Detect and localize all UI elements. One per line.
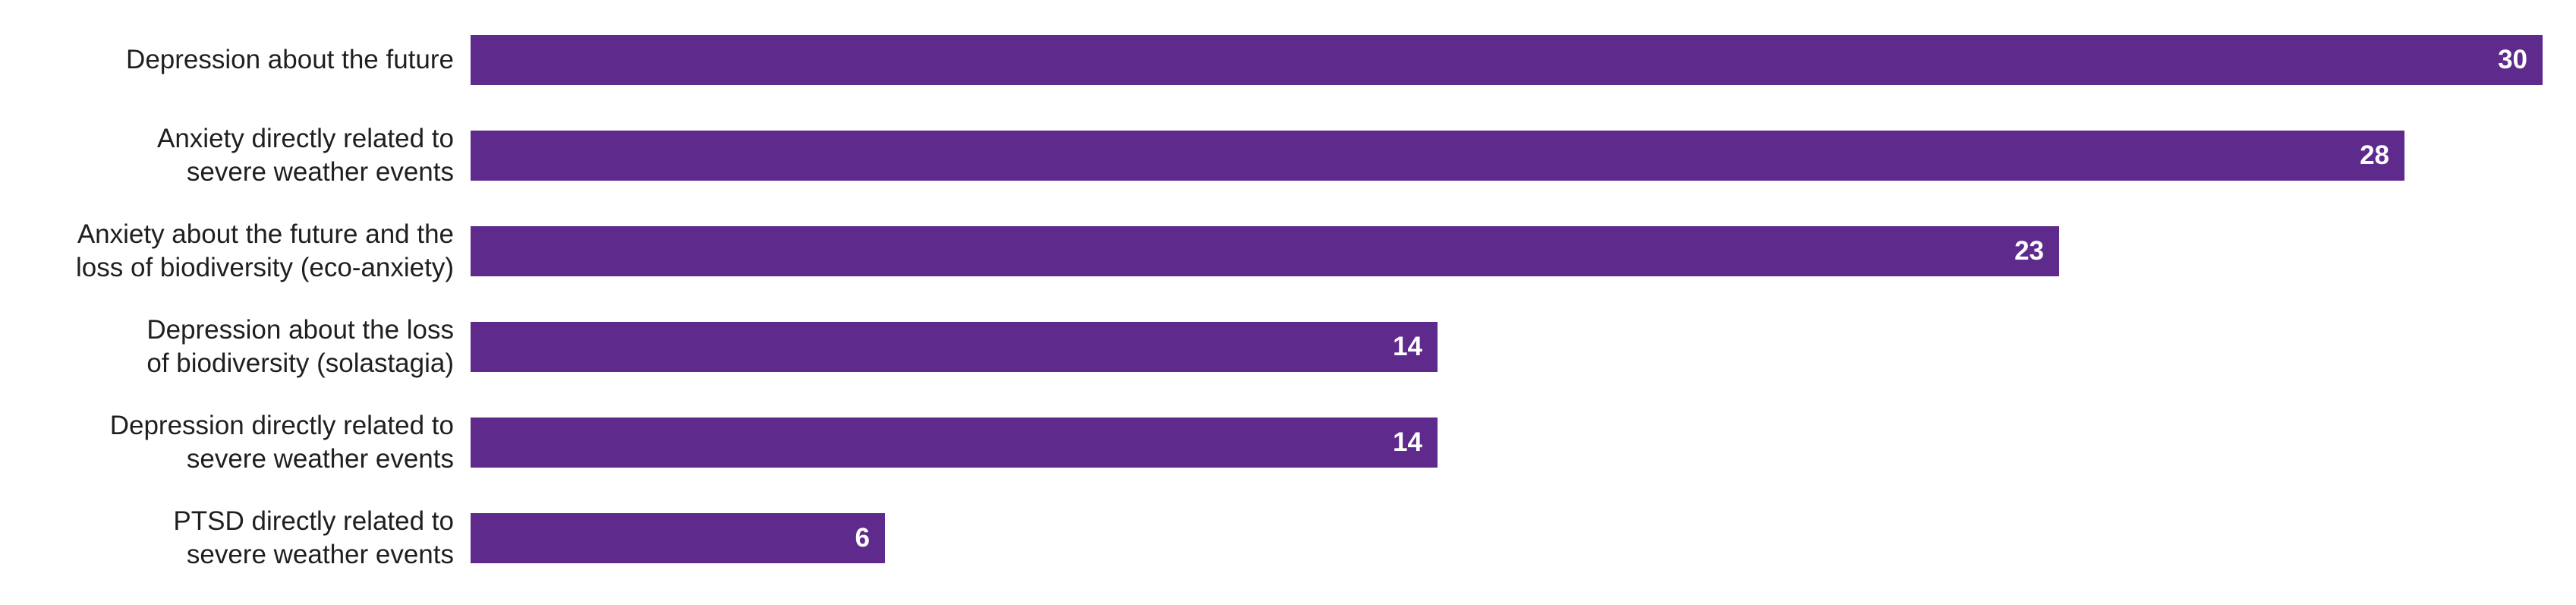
row-label: Anxiety directly related tosevere weathe… [157, 122, 454, 189]
table-row: Anxiety directly related tosevere weathe… [30, 108, 2546, 203]
bar-value: 28 [2360, 140, 2389, 171]
bar-track: 14 [471, 322, 2546, 372]
bar-track: 28 [471, 131, 2546, 181]
bar-track: 30 [471, 35, 2546, 85]
row-label-cell: PTSD directly related tosevere weather e… [30, 505, 471, 572]
bar: 14 [471, 322, 1438, 372]
bar: 23 [471, 226, 2059, 276]
table-row: Depression directly related tosevere wea… [30, 395, 2546, 490]
bar-track: 23 [471, 226, 2546, 276]
bar-value: 6 [855, 523, 870, 553]
bar: 28 [471, 131, 2404, 181]
bar: 6 [471, 513, 885, 563]
row-label: Depression about the future [126, 43, 454, 77]
row-label: Depression directly related tosevere wea… [110, 409, 454, 476]
row-label-cell: Depression about the future [30, 43, 471, 77]
row-label-cell: Depression about the lossof biodiversity… [30, 314, 471, 380]
bar-track: 14 [471, 418, 2546, 468]
bar-value: 14 [1393, 427, 1422, 458]
row-label-cell: Depression directly related tosevere wea… [30, 409, 471, 476]
bar: 30 [471, 35, 2543, 85]
table-row: PTSD directly related tosevere weather e… [30, 490, 2546, 586]
table-row: Anxiety about the future and theloss of … [30, 203, 2546, 299]
bar: 14 [471, 418, 1438, 468]
bar-value: 14 [1393, 332, 1422, 362]
row-label: PTSD directly related tosevere weather e… [173, 505, 454, 572]
row-label: Depression about the lossof biodiversity… [146, 314, 454, 380]
bar-value: 30 [2498, 45, 2527, 75]
table-row: Depression about the lossof biodiversity… [30, 299, 2546, 395]
bar-value: 23 [2014, 236, 2044, 266]
row-label-cell: Anxiety directly related tosevere weathe… [30, 122, 471, 189]
table-row: Depression about the future 30 [30, 12, 2546, 108]
bar-track: 6 [471, 513, 2546, 563]
horizontal-bar-chart: Depression about the future 30 Anxiety d… [0, 0, 2576, 605]
row-label-cell: Anxiety about the future and theloss of … [30, 218, 471, 285]
row-label: Anxiety about the future and theloss of … [76, 218, 454, 285]
